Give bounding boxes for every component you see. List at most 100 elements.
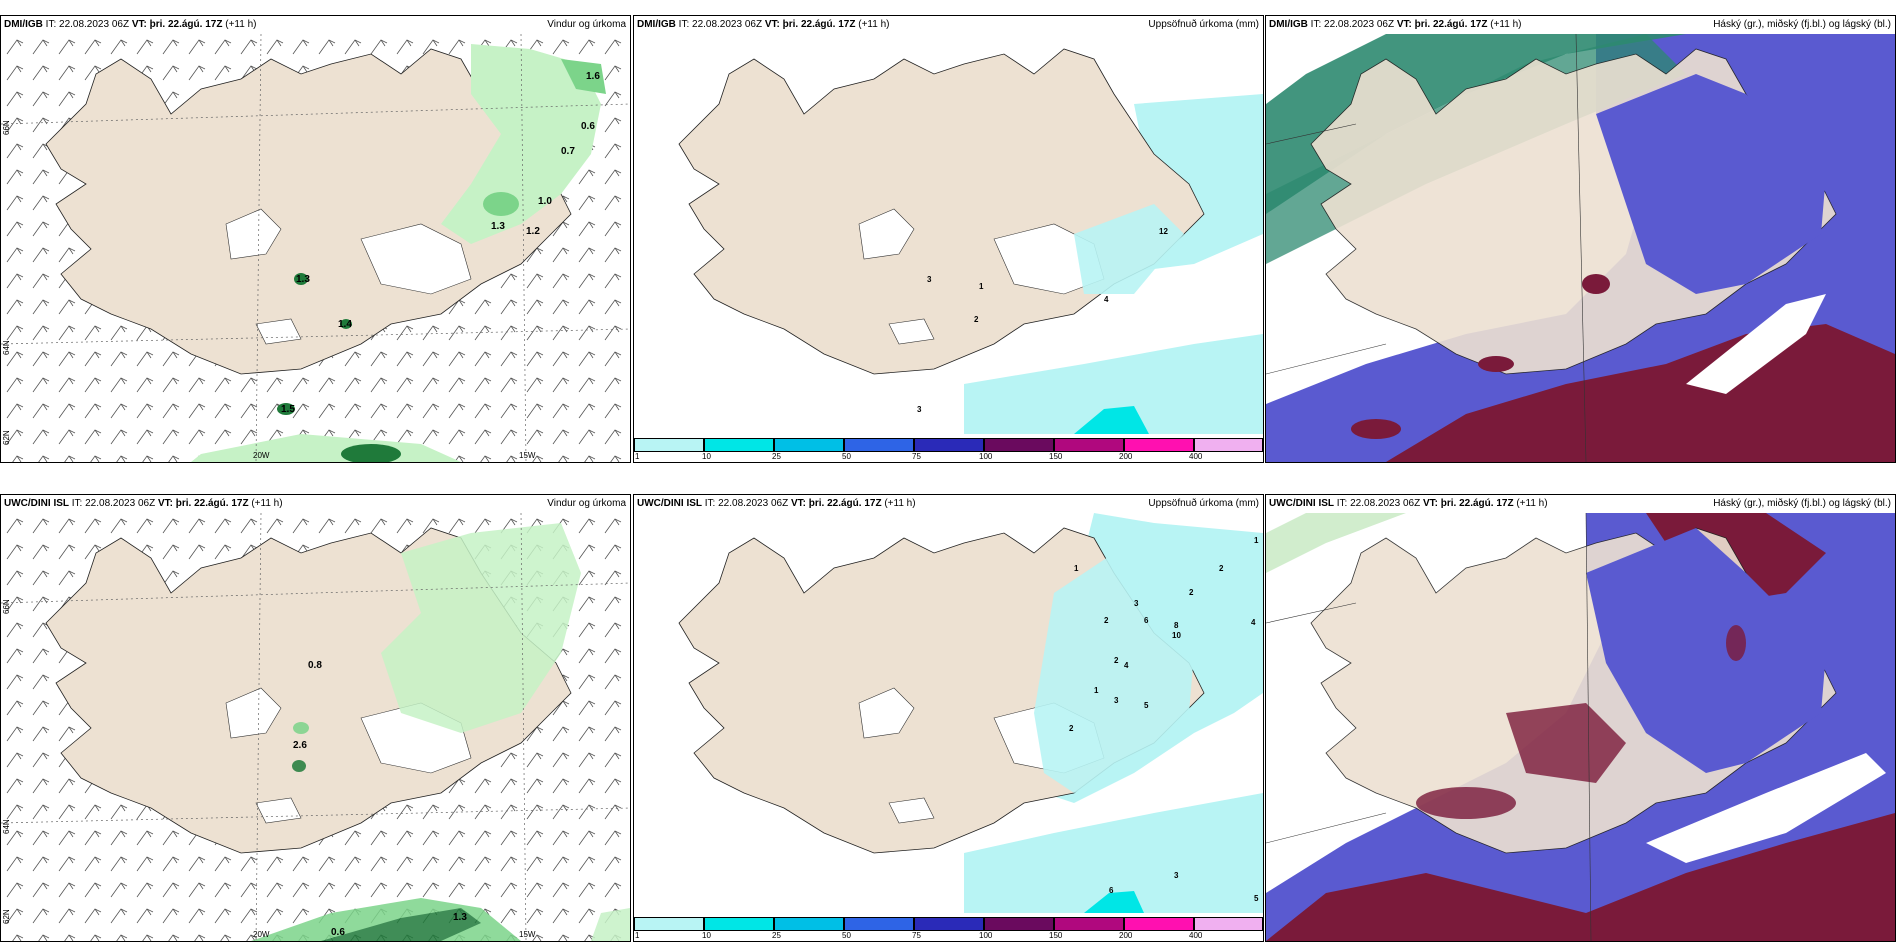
panel-header: UWC/DINI ISL IT: 22.08.2023 06Z VT: þri.… bbox=[1, 495, 630, 513]
value-label: 3 bbox=[927, 275, 932, 284]
axis-labels: 66N 64N 62N 20W 15W bbox=[2, 599, 536, 939]
value-label: 2 bbox=[1114, 656, 1119, 665]
lon-label: 20W bbox=[253, 930, 270, 939]
colorbar-tick: 10 bbox=[702, 452, 711, 461]
colorbar-tick: 200 bbox=[1119, 931, 1133, 940]
value-label: 3 bbox=[917, 405, 922, 414]
colorbar-tick: 25 bbox=[772, 931, 781, 940]
init-time: IT: 22.08.2023 06Z bbox=[45, 19, 130, 30]
colorbar-segment bbox=[844, 917, 914, 931]
model-name: DMI/IGB bbox=[4, 19, 43, 30]
colorbar-tick: 50 bbox=[842, 452, 851, 461]
iceland-land bbox=[45, 48, 572, 375]
value-label: 4 bbox=[1104, 295, 1109, 304]
cyan-precip-s-strong bbox=[1084, 891, 1144, 913]
axis-labels: 66N 64N 62N 20W 15W bbox=[2, 120, 536, 460]
value-label: 1 bbox=[979, 282, 984, 291]
value-label: 1 bbox=[1094, 686, 1099, 695]
value-label: 1.3 bbox=[296, 274, 310, 285]
value-label: 1.2 bbox=[526, 226, 540, 237]
cyan-precip-land bbox=[1034, 553, 1194, 793]
panel-header: DMI/IGB IT: 22.08.2023 06Z VT: þri. 22.á… bbox=[634, 16, 1263, 34]
panel-uwc-clouds: UWC/DINI ISL IT: 22.08.2023 06Z VT: þri.… bbox=[1265, 494, 1896, 942]
value-label: 3 bbox=[1134, 599, 1139, 608]
panel-header: UWC/DINI ISL IT: 22.08.2023 06Z VT: þri.… bbox=[634, 495, 1263, 513]
cyan-precip-land bbox=[1074, 204, 1184, 294]
precip-values: 0.8 2.6 1.3 0.6 bbox=[293, 660, 467, 938]
lead-time: (+11 h) bbox=[884, 498, 916, 509]
value-label: 1.3 bbox=[491, 221, 505, 232]
lat-label: 66N bbox=[2, 120, 11, 135]
graticule bbox=[1, 513, 630, 941]
cloud-mid-over-land bbox=[1596, 74, 1826, 294]
colorbar-tick: 1 bbox=[635, 931, 640, 940]
colorbar-segment bbox=[844, 438, 914, 452]
panel-title: Vindur og úrkoma bbox=[547, 19, 626, 30]
colorbar-tick: 150 bbox=[1049, 452, 1063, 461]
lat-label: 66N bbox=[2, 599, 11, 614]
colorbar-segment bbox=[774, 438, 844, 452]
clear-area bbox=[1646, 753, 1886, 863]
colorbar-tick: 1 bbox=[635, 452, 640, 461]
colorbar-tick: 400 bbox=[1189, 452, 1203, 461]
map-wind-precip: 1.6 0.6 0.7 1.0 1.2 1.3 1.3 1.4 1.5 66N … bbox=[1, 34, 630, 462]
lat-label: 62N bbox=[2, 909, 11, 924]
cyan-precip-s bbox=[964, 793, 1263, 913]
panel-dmi-wind: DMI/IGB IT: 22.08.2023 06Z VT: þri. 22.á… bbox=[0, 15, 631, 463]
valid-time: VT: þri. 22.ágú. 17Z bbox=[1396, 19, 1488, 30]
precip-values: 1.6 0.6 0.7 1.0 1.2 1.3 1.3 1.4 1.5 bbox=[281, 71, 600, 415]
cyan-precip-s bbox=[964, 334, 1263, 434]
value-label: 6 bbox=[1109, 886, 1114, 895]
lon-label: 20W bbox=[253, 451, 270, 460]
lead-time: (+11 h) bbox=[225, 19, 257, 30]
colorbar-segment bbox=[704, 438, 774, 452]
init-time: IT: 22.08.2023 06Z bbox=[704, 498, 789, 509]
panel-title: Vindur og úrkoma bbox=[547, 498, 626, 509]
init-time: IT: 22.08.2023 06Z bbox=[1310, 19, 1395, 30]
valid-time: VT: þri. 22.ágú. 17Z bbox=[790, 498, 882, 509]
value-label: 1.4 bbox=[338, 319, 352, 330]
panel-header: DMI/IGB IT: 22.08.2023 06Z VT: þri. 22.á… bbox=[1, 16, 630, 34]
value-label: 10 bbox=[1172, 631, 1181, 640]
value-label: 2 bbox=[1219, 564, 1224, 573]
panel-title: Háský (gr.), miðský (fj.bl.) og lágský (… bbox=[1713, 498, 1891, 509]
panel-uwc-accum: UWC/DINI ISL IT: 22.08.2023 06Z VT: þri.… bbox=[633, 494, 1264, 942]
panel-uwc-wind: UWC/DINI ISL IT: 22.08.2023 06Z VT: þri.… bbox=[0, 494, 631, 942]
value-label: 0.7 bbox=[561, 146, 575, 157]
value-label: 3 bbox=[1174, 871, 1179, 880]
lead-time: (+11 h) bbox=[858, 19, 890, 30]
iceland-land bbox=[678, 48, 1205, 375]
map-accum-precip: 12 3 1 2 4 3 bbox=[678, 48, 1263, 434]
colorbar-segment bbox=[914, 917, 984, 931]
panel-title: Háský (gr.), miðský (fj.bl.) og lágský (… bbox=[1713, 19, 1891, 30]
value-label: 0.8 bbox=[308, 660, 322, 671]
colorbar-segment bbox=[774, 917, 844, 931]
colorbar-tick: 75 bbox=[912, 452, 921, 461]
value-label: 4 bbox=[1251, 618, 1256, 627]
colorbar-tick: 150 bbox=[1049, 931, 1063, 940]
value-label: 2 bbox=[1069, 724, 1074, 733]
panel-title: Uppsöfnuð úrkoma (mm) bbox=[1148, 19, 1259, 30]
cloud-high-layer bbox=[1266, 513, 1406, 573]
map-clouds bbox=[1266, 34, 1895, 462]
colorbar-tick: 100 bbox=[979, 931, 993, 940]
lead-time: (+11 h) bbox=[1490, 19, 1522, 30]
panel-header: UWC/DINI ISL IT: 22.08.2023 06Z VT: þri.… bbox=[1266, 495, 1895, 513]
value-label: 1.5 bbox=[281, 404, 295, 415]
value-label: 8 bbox=[1174, 621, 1179, 630]
init-time: IT: 22.08.2023 06Z bbox=[1336, 498, 1421, 509]
colorbar-segment bbox=[914, 438, 984, 452]
colorbar-segment bbox=[984, 438, 1054, 452]
value-label: 2 bbox=[974, 315, 979, 324]
value-label: 0.6 bbox=[331, 927, 345, 938]
init-time: IT: 22.08.2023 06Z bbox=[71, 498, 156, 509]
panel-dmi-clouds: DMI/IGB IT: 22.08.2023 06Z VT: þri. 22.á… bbox=[1265, 15, 1896, 463]
colorbar-segment bbox=[634, 917, 704, 931]
lon-label: 15W bbox=[519, 930, 536, 939]
lat-label: 64N bbox=[2, 819, 11, 834]
colorbar-tick: 25 bbox=[772, 452, 781, 461]
graticule bbox=[1266, 34, 1587, 462]
panel-header: DMI/IGB IT: 22.08.2023 06Z VT: þri. 22.á… bbox=[1266, 16, 1895, 34]
valid-time: VT: þri. 22.ágú. 17Z bbox=[157, 498, 249, 509]
clear-area bbox=[1686, 294, 1826, 394]
